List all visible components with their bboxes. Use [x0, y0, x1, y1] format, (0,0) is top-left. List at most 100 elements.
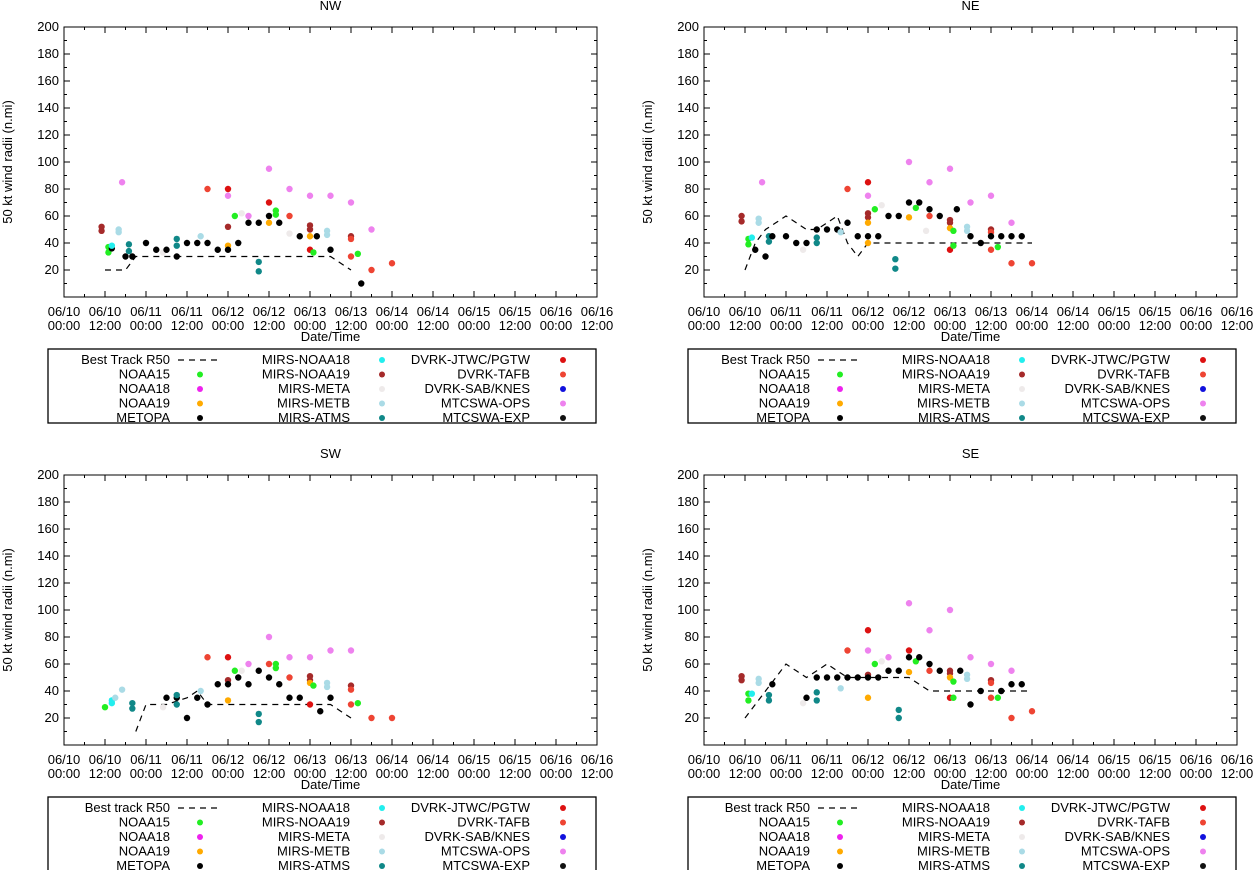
point-mtcswa-ops [905, 600, 913, 607]
x-tick-label: 00:00 [934, 318, 967, 333]
point-metopa [834, 674, 841, 681]
x-tick-label: 12:00 [581, 766, 614, 781]
point-dvrk-jtwc-pgtw [306, 701, 314, 708]
point-metopa [864, 674, 872, 681]
y-tick-label: 40 [45, 683, 59, 698]
legend-label: MTCSWA-OPS [1081, 396, 1170, 411]
legend-marker-dot [1200, 400, 1206, 407]
x-tick-label: 12:00 [975, 318, 1008, 333]
point-dvrk-tafb [265, 660, 273, 668]
panel-sw: SW2040608010012014016018020006/1000:0006… [0, 446, 613, 870]
x-axis-label: Date/Time [941, 777, 1000, 792]
y-tick-label: 140 [37, 100, 59, 115]
point-metopa [752, 246, 759, 253]
x-tick-label: 00:00 [770, 318, 803, 333]
x-tick-label: 12:00 [893, 766, 926, 781]
point-metopa [844, 219, 851, 226]
point-mirs-noaa19 [306, 226, 314, 233]
legend-marker-dot [1019, 357, 1025, 363]
legend-marker-dot [560, 848, 566, 855]
legend-label: DVRK-JTWC/PGTW [1051, 352, 1171, 367]
x-tick-label: 12:00 [729, 766, 762, 781]
point-metopa [905, 654, 913, 661]
legend-label: DVRK-SAB/KNES [425, 829, 531, 844]
legend-label: METOPA [116, 858, 170, 870]
legend-label: NOAA15 [759, 815, 810, 830]
x-tick-label: 06/10 [89, 752, 122, 767]
legend-marker-dot [560, 357, 566, 363]
point-metopa [265, 212, 273, 220]
legend-marker-dot [1200, 805, 1206, 811]
x-tick-label: 12:00 [89, 318, 122, 333]
x-tick-label: 00:00 [852, 766, 885, 781]
point-noaa15 [310, 682, 317, 689]
point-mtcswa-ops [306, 192, 314, 199]
x-tick-label: 12:00 [1139, 766, 1172, 781]
x-tick-label: 06/15 [1139, 304, 1172, 319]
point-mirs-noaa19 [738, 218, 745, 225]
point-metopa [204, 701, 211, 708]
x-tick-label: 00:00 [294, 766, 327, 781]
legend-marker-dot [1200, 386, 1206, 392]
point-mtcswa-ops [967, 654, 974, 661]
x-tick-label: 06/14 [1016, 752, 1049, 767]
legend-label: DVRK-JTWC/PGTW [411, 800, 531, 815]
point-mtcswa-ops [286, 654, 293, 661]
legend-marker-dot [837, 834, 843, 840]
legend-label: MTCSWA-OPS [1081, 844, 1170, 859]
legend-marker-dot [379, 834, 385, 840]
point-dvrk-tafb [368, 266, 375, 274]
x-tick-label: 06/15 [1139, 752, 1172, 767]
legend-label: MIRS-META [278, 829, 350, 844]
x-tick-label: 12:00 [1057, 766, 1090, 781]
point-mirs-noaa19 [946, 219, 954, 226]
x-tick-label: 12:00 [499, 318, 532, 333]
point-noaa19 [905, 214, 913, 221]
point-dvrk-tafb [347, 235, 355, 243]
y-tick-label: 100 [677, 602, 699, 617]
panel-ne: NE2040608010012014016018020006/1000:0006… [640, 0, 1253, 425]
legend-label: Best track R50 [85, 800, 170, 815]
point-noaa15 [231, 212, 239, 220]
legend-marker-dot [1200, 357, 1206, 363]
point-mirs-atms [765, 697, 773, 704]
y-tick-label: 200 [677, 19, 699, 34]
x-tick-label: 12:00 [335, 318, 368, 333]
legend-marker-dot [837, 400, 843, 407]
x-tick-label: 00:00 [130, 766, 163, 781]
point-metopa [313, 233, 321, 240]
point-metopa [1018, 681, 1025, 688]
point-metopa [803, 239, 810, 247]
point-mtcswa-ops [885, 654, 892, 661]
legend-marker-dot [1019, 863, 1025, 869]
legend-marker-dot [1019, 834, 1025, 840]
point-metopa [977, 239, 984, 247]
x-tick-label: 00:00 [294, 318, 327, 333]
legend-marker-dot [1200, 819, 1206, 826]
y-tick-label: 120 [37, 575, 59, 590]
y-tick-label: 200 [677, 467, 699, 482]
point-metopa [854, 233, 861, 240]
x-tick-label: 12:00 [253, 766, 286, 781]
x-tick-label: 12:00 [89, 766, 122, 781]
x-tick-label: 00:00 [458, 766, 491, 781]
point-mtcswa-ops [1008, 219, 1015, 226]
point-mirs-noaa18 [748, 690, 756, 697]
point-metopa [1018, 233, 1025, 240]
best-track-line [744, 663, 1032, 719]
x-tick-label: 00:00 [770, 766, 803, 781]
point-metopa [224, 246, 232, 253]
legend-marker-dot [837, 863, 843, 869]
point-metopa [926, 206, 933, 213]
legend-label: MIRS-METB [277, 396, 350, 411]
point-metopa [916, 654, 923, 661]
point-metopa [235, 674, 242, 681]
point-mtcswa-ops [224, 192, 232, 199]
point-mirs-metb [115, 229, 122, 236]
point-metopa [358, 280, 365, 287]
x-tick-label: 06/13 [934, 304, 967, 319]
x-tick-label: 06/13 [975, 304, 1008, 319]
point-noaa15 [354, 250, 362, 257]
x-tick-label: 00:00 [1016, 318, 1049, 333]
